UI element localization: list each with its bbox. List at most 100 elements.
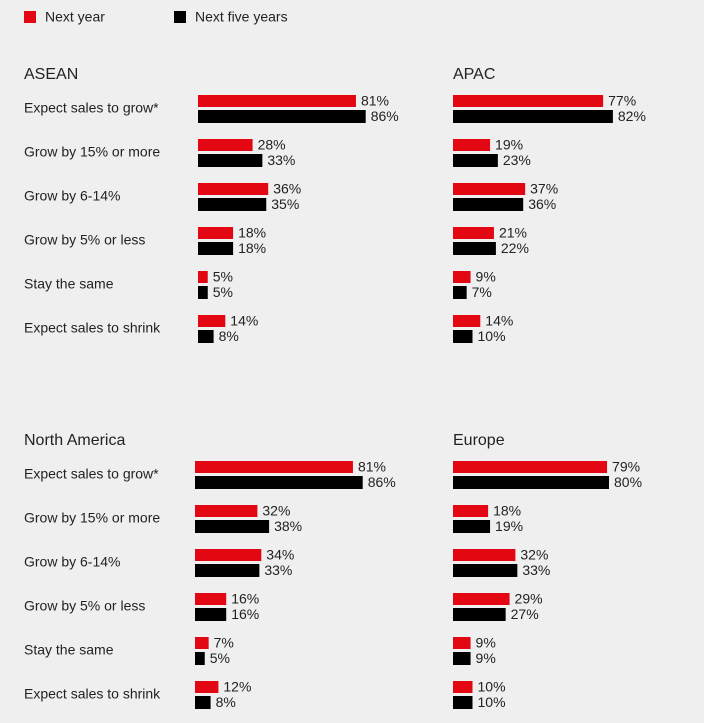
value-label: 18% [493, 503, 521, 519]
bar [195, 593, 227, 605]
category-label: Grow by 5% or less [24, 598, 145, 614]
bar [453, 476, 609, 489]
value-label: 10% [478, 328, 506, 344]
bar [453, 139, 491, 151]
value-label: 16% [231, 591, 259, 607]
bar [195, 461, 353, 473]
value-label: 86% [371, 108, 399, 124]
bar [198, 183, 269, 195]
panel-title: APAC [453, 66, 495, 83]
category-label: Stay the same [24, 642, 114, 658]
bar [198, 330, 214, 343]
bar [453, 110, 613, 123]
category-label: Expect sales to grow* [24, 100, 159, 116]
value-label: 33% [264, 562, 292, 578]
bar [195, 476, 363, 489]
bar [195, 549, 262, 561]
value-label: 9% [476, 635, 496, 651]
value-label: 23% [503, 152, 531, 168]
value-label: 14% [230, 313, 258, 329]
value-label: 9% [476, 650, 496, 666]
value-label: 19% [495, 518, 523, 534]
value-label: 79% [612, 459, 640, 475]
value-label: 82% [618, 108, 646, 124]
value-label: 19% [495, 137, 523, 153]
category-label: Grow by 15% or more [24, 144, 160, 160]
value-label: 5% [213, 269, 233, 285]
value-label: 5% [213, 284, 233, 300]
category-label: Stay the same [24, 276, 114, 292]
value-label: 22% [501, 240, 529, 256]
bar [453, 564, 518, 577]
bar [195, 608, 227, 621]
bar [453, 461, 608, 473]
value-label: 7% [472, 284, 492, 300]
panel-title: ASEAN [24, 66, 78, 83]
value-label: 38% [274, 518, 302, 534]
bar [453, 198, 524, 211]
bar [453, 637, 471, 649]
value-label: 80% [614, 474, 642, 490]
value-label: 86% [368, 474, 396, 490]
value-label: 32% [262, 503, 290, 519]
bar [453, 330, 473, 343]
category-label: Expect sales to shrink [24, 320, 161, 336]
value-label: 32% [520, 547, 548, 563]
bar [453, 242, 496, 255]
bar [195, 564, 260, 577]
value-label: 33% [522, 562, 550, 578]
bar [195, 696, 211, 709]
category-label: Grow by 6-14% [24, 188, 120, 204]
bar [198, 139, 253, 151]
bar [198, 286, 208, 299]
category-label: Grow by 5% or less [24, 232, 145, 248]
bar [198, 242, 234, 255]
bar [195, 681, 219, 693]
value-label: 81% [361, 93, 389, 109]
bar [453, 505, 489, 517]
value-label: 10% [478, 694, 506, 710]
bar [198, 227, 234, 239]
bar [453, 286, 467, 299]
value-label: 28% [258, 137, 286, 153]
bar [453, 95, 604, 107]
category-label: Grow by 15% or more [24, 510, 160, 526]
value-label: 8% [216, 694, 236, 710]
bar [198, 315, 226, 327]
legend-swatch [24, 11, 36, 23]
value-label: 27% [511, 606, 539, 622]
value-label: 81% [358, 459, 386, 475]
legend-swatch [174, 11, 186, 23]
bar [198, 154, 263, 167]
value-label: 36% [273, 181, 301, 197]
bar [195, 652, 205, 665]
bar [453, 593, 510, 605]
bar [453, 520, 491, 533]
bar [453, 652, 471, 665]
value-label: 7% [214, 635, 234, 651]
bar [198, 198, 267, 211]
bar [453, 227, 494, 239]
value-label: 21% [499, 225, 527, 241]
bar [195, 505, 258, 517]
panel-title: North America [24, 432, 125, 449]
bar [453, 315, 481, 327]
category-label: Expect sales to grow* [24, 466, 159, 482]
value-label: 18% [238, 225, 266, 241]
bar [453, 696, 473, 709]
bar [198, 95, 356, 107]
bar [453, 681, 473, 693]
value-label: 77% [608, 93, 636, 109]
bar [453, 549, 516, 561]
bar [453, 183, 526, 195]
value-label: 8% [219, 328, 239, 344]
bar [198, 110, 366, 123]
bar [195, 520, 270, 533]
value-label: 12% [223, 679, 251, 695]
value-label: 35% [271, 196, 299, 212]
bar [195, 637, 209, 649]
value-label: 16% [231, 606, 259, 622]
value-label: 14% [485, 313, 513, 329]
value-label: 37% [530, 181, 558, 197]
